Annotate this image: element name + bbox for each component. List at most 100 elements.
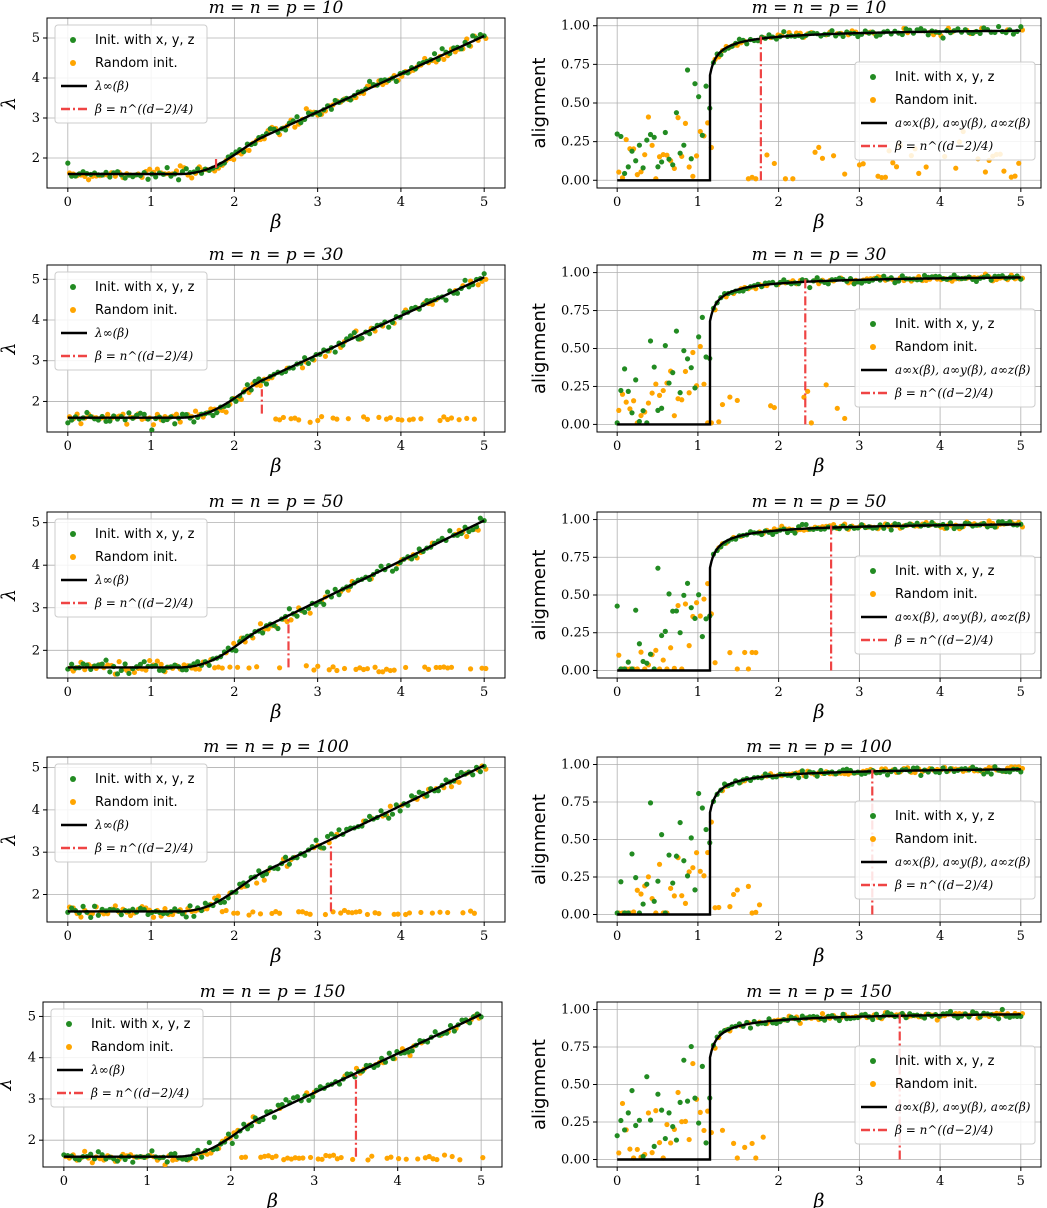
data-point-informed [703, 616, 709, 622]
data-point-random [296, 1155, 302, 1161]
data-point-random [231, 910, 237, 916]
data-point-informed [659, 405, 665, 411]
data-point-random [616, 407, 622, 413]
data-point-informed [282, 854, 289, 860]
x-tick-label: 4 [936, 929, 944, 944]
data-point-informed [899, 273, 905, 279]
x-tick-label: 2 [774, 439, 782, 454]
data-point-random [986, 518, 992, 524]
data-point-informed [633, 158, 639, 164]
x-tick-label: 3 [855, 929, 863, 944]
y-tick-label: 0.00 [561, 908, 590, 923]
x-tick-label: 3 [310, 1174, 318, 1189]
data-point-informed [443, 777, 449, 783]
data-point-random [89, 1160, 95, 1166]
data-point-random [330, 1152, 337, 1158]
y-axis-label: λ [0, 833, 20, 846]
data-point-random [456, 417, 462, 423]
data-point-random [1016, 160, 1022, 166]
data-point-informed [336, 592, 342, 598]
data-point-informed [673, 328, 680, 334]
panel-lambda-3: 0 1 2 3 4 5 2 3 4 5 m = n = p = 100 β λ Init. with x,… [0, 737, 506, 967]
legend-box [54, 518, 208, 618]
x-tick-label: 5 [480, 195, 488, 210]
data-point-random [338, 910, 344, 916]
y-tick-label: 3 [32, 354, 40, 369]
legend-informed-label: Init. with x, y, z [895, 70, 995, 85]
x-axis-label: β [270, 211, 282, 233]
data-point-informed [944, 525, 950, 531]
legend-random-label: Random init. [895, 340, 978, 355]
y-tick-label: 5 [32, 761, 40, 776]
data-point-informed [625, 388, 631, 394]
x-tick-label: 3 [855, 439, 863, 454]
chart-title: m = n = p = 30 [752, 245, 887, 265]
x-tick-label: 3 [855, 1174, 863, 1189]
legend-informed-marker [870, 813, 876, 819]
data-point-random [730, 1140, 737, 1146]
x-axis-label: β [813, 1190, 825, 1208]
data-point-random [323, 1152, 329, 1159]
data-point-informed [633, 377, 639, 383]
data-point-random [128, 912, 134, 919]
data-point-random [406, 910, 413, 916]
data-point-random [690, 173, 696, 179]
data-point-random [467, 908, 474, 914]
chart-title: m = n = p = 10 [209, 0, 344, 18]
data-point-informed [65, 160, 71, 166]
legend-random-marker [70, 799, 76, 805]
data-point-informed [692, 385, 698, 391]
data-point-informed [470, 33, 476, 39]
y-tick-label: 0.75 [561, 795, 590, 810]
legend-box [854, 800, 1036, 900]
data-point-informed [747, 1025, 754, 1031]
data-point-informed [973, 278, 979, 284]
data-point-random [690, 1060, 696, 1067]
data-point-random [893, 164, 900, 170]
data-point-random [364, 911, 371, 918]
data-point-random [349, 910, 355, 916]
data-point-informed [781, 29, 787, 35]
data-point-informed [692, 887, 698, 893]
data-point-informed [681, 592, 687, 598]
data-point-informed [940, 35, 946, 41]
data-point-informed [114, 671, 121, 677]
y-axis-label: λ [0, 1078, 16, 1091]
data-point-random [257, 382, 264, 389]
data-point-informed [477, 769, 483, 775]
x-tick-label: 0 [613, 195, 621, 210]
data-point-random [273, 1153, 279, 1159]
data-point-random [686, 869, 692, 875]
legend: Init. with x, y, z Random init. λ∞(β) β = n… [54, 271, 208, 371]
data-point-random [239, 1154, 245, 1161]
data-point-informed [336, 827, 342, 833]
data-point-random [679, 397, 685, 403]
x-tick-label: 0 [64, 685, 72, 700]
data-point-informed [699, 1063, 705, 1069]
data-point-informed [703, 83, 709, 89]
data-point-random [234, 664, 241, 670]
data-point-random [682, 120, 689, 126]
theory-curve [67, 34, 485, 176]
y-tick-label: 0.50 [561, 833, 590, 848]
data-point-random [749, 1140, 755, 1147]
x-tick-label: 3 [313, 439, 321, 454]
data-point-random [982, 169, 989, 175]
data-point-informed [130, 1159, 136, 1165]
data-point-random [686, 1136, 692, 1143]
legend-informed-label: Init. with x, y, z [895, 564, 995, 579]
data-point-informed [149, 427, 155, 432]
data-point-informed [625, 164, 631, 170]
data-point-random [192, 408, 199, 414]
data-point-random [345, 909, 351, 915]
data-point-informed [470, 527, 476, 533]
data-point-informed [156, 667, 163, 673]
data-point-random [193, 1156, 199, 1162]
data-point-informed [347, 333, 354, 339]
data-point-random [388, 1154, 394, 1160]
data-point-random [234, 910, 241, 916]
data-point-random [479, 665, 485, 671]
data-point-informed [221, 899, 228, 905]
y-axis-label: λ [0, 97, 20, 110]
